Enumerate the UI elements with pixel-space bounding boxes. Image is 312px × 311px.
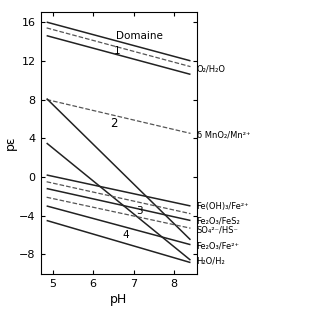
Text: Fe(OH)₃/Fe²⁺: Fe(OH)₃/Fe²⁺ xyxy=(197,202,249,211)
Text: Domaine: Domaine xyxy=(115,31,163,41)
Text: 1: 1 xyxy=(114,46,121,56)
Text: SO₄²⁻/HS⁻: SO₄²⁻/HS⁻ xyxy=(197,226,238,234)
Text: 4: 4 xyxy=(122,230,129,240)
Text: 3: 3 xyxy=(137,206,143,216)
Text: 2: 2 xyxy=(110,117,117,130)
Text: H₂O/H₂: H₂O/H₂ xyxy=(197,257,225,266)
Text: Fe₂O₃/Fe²⁺: Fe₂O₃/Fe²⁺ xyxy=(197,241,240,250)
Text: Fe₂O₃/FeS₂: Fe₂O₃/FeS₂ xyxy=(197,217,240,226)
X-axis label: pH: pH xyxy=(110,293,127,306)
Text: O₂/H₂O: O₂/H₂O xyxy=(197,64,226,73)
Text: δ MnO₂/Mn²⁺: δ MnO₂/Mn²⁺ xyxy=(197,131,250,140)
Y-axis label: pε: pε xyxy=(3,136,17,150)
